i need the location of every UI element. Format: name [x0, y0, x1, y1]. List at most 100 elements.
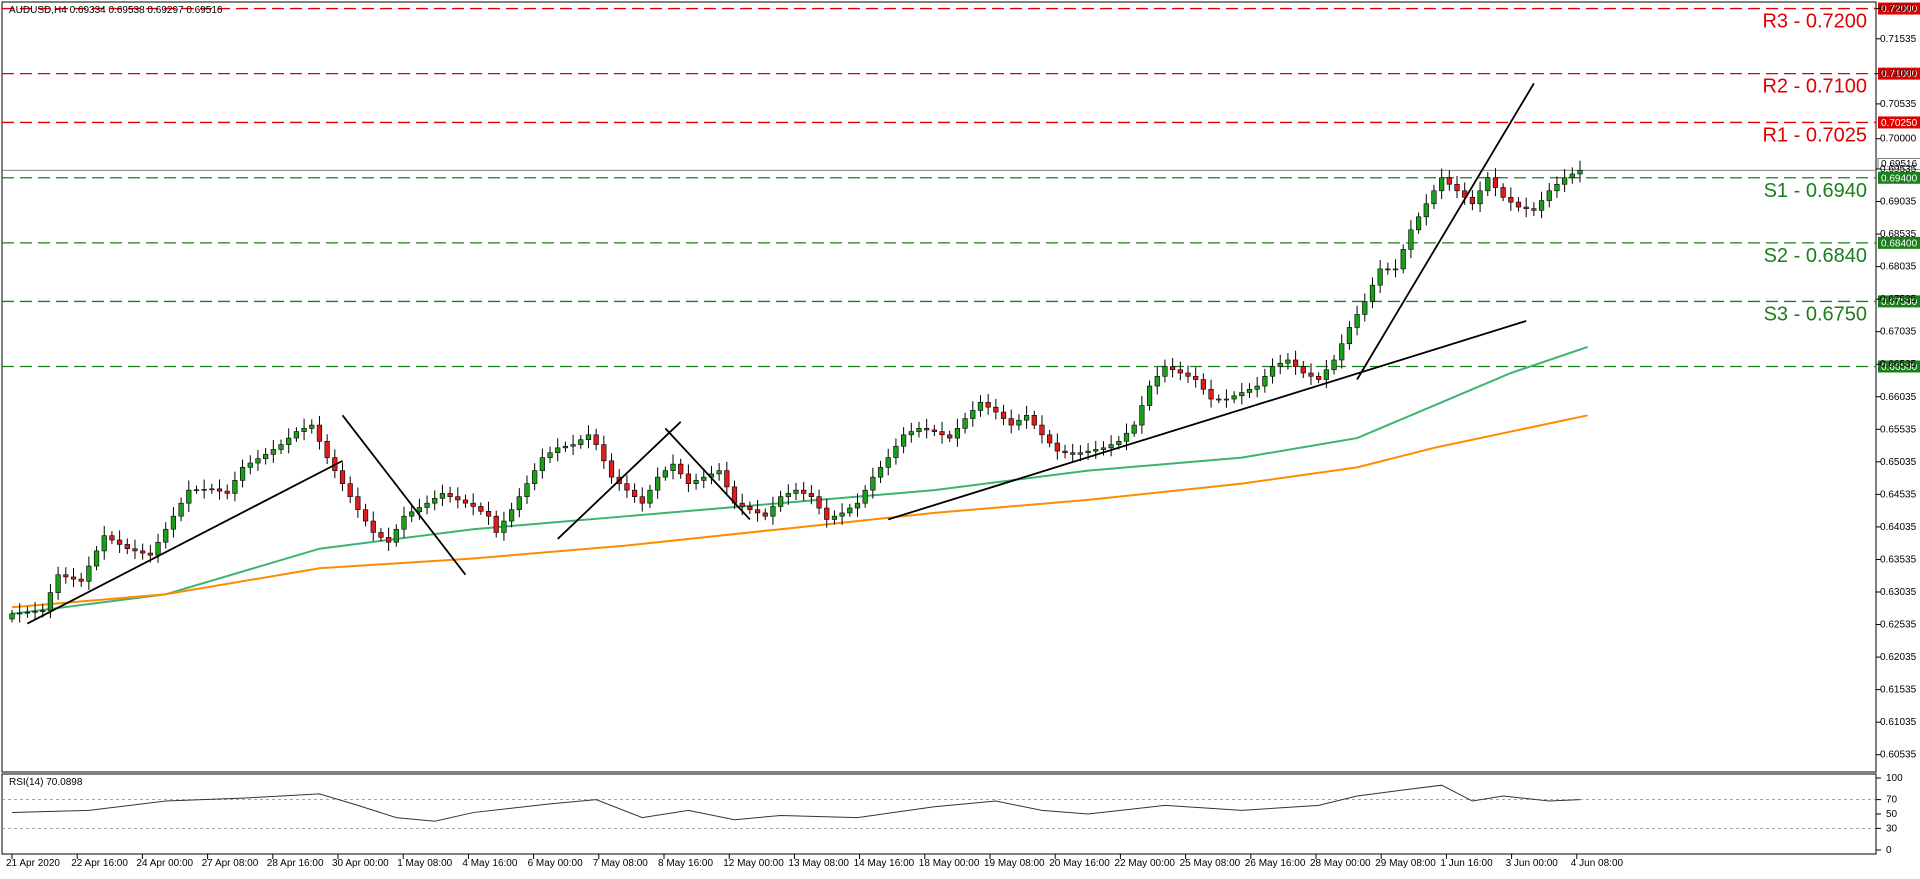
rsi-tick-label: 0: [1886, 845, 1892, 856]
y-tick-label: 0.63535: [1880, 554, 1917, 565]
candle-body: [1208, 388, 1214, 400]
rsi-header-label: RSI(14) 70.0898: [9, 777, 83, 788]
candle-body: [339, 470, 346, 484]
candle-body: [532, 470, 538, 484]
candle-body: [970, 410, 976, 419]
level-label: R3 - 0.7200: [1762, 11, 1867, 33]
candle-body: [478, 506, 484, 512]
candle-body: [193, 489, 200, 492]
candle-body: [1577, 169, 1583, 175]
candle-body: [462, 499, 469, 504]
x-tick-label: 1 May 08:00: [397, 858, 452, 869]
candle-body: [1316, 375, 1322, 380]
candle-body: [854, 502, 861, 509]
candle-body: [1000, 411, 1007, 419]
level-price-tag-text: 0.69400: [1881, 173, 1918, 184]
candle-body: [647, 489, 653, 504]
candle-body: [578, 439, 584, 445]
candle-body: [824, 507, 830, 520]
y-tick-label: 0.64535: [1880, 489, 1917, 500]
x-tick-label: 22 May 00:00: [1114, 858, 1175, 869]
candle-body: [1431, 190, 1437, 205]
candle-body: [1223, 398, 1230, 401]
y-tick-label: 0.66535: [1880, 359, 1917, 370]
level-label: S1 - 0.6940: [1764, 180, 1867, 202]
level-label: R1 - 0.7025: [1762, 124, 1867, 146]
candle-body: [509, 509, 515, 522]
candle-body: [1293, 359, 1299, 367]
candle-body: [170, 515, 177, 530]
y-tick-label: 0.68035: [1880, 262, 1917, 273]
candle-body: [1415, 216, 1422, 231]
candle-body: [516, 496, 522, 510]
candle-body: [409, 511, 415, 517]
candle-body: [1492, 177, 1499, 188]
candle-body: [70, 576, 77, 580]
x-tick-label: 4 Jun 08:00: [1571, 858, 1624, 869]
candle-body: [140, 550, 146, 554]
candle-body: [86, 565, 92, 582]
candle-body: [839, 512, 845, 517]
x-tick-label: 20 May 16:00: [1049, 858, 1110, 869]
candle-body: [685, 473, 691, 484]
x-tick-label: 18 May 00:00: [919, 858, 980, 869]
candle-body: [432, 497, 438, 504]
level-price-tag: [1878, 67, 1920, 80]
candle-body: [501, 520, 507, 533]
candle-body: [1093, 449, 1099, 452]
candle-body: [1154, 375, 1160, 387]
candle-body: [1200, 379, 1206, 390]
x-tick-label: 13 May 08:00: [788, 858, 849, 869]
candle-body: [1231, 395, 1237, 400]
level-price-tag: [1878, 2, 1920, 15]
candle-body: [962, 418, 968, 429]
candle-body: [801, 489, 807, 494]
candle-body: [55, 574, 61, 593]
candle-body: [831, 515, 838, 520]
candle-body: [1116, 441, 1122, 445]
candle-body: [954, 428, 961, 439]
candle-body: [1131, 424, 1137, 434]
candle-body: [754, 509, 761, 514]
candle-body: [1269, 366, 1276, 377]
candle-body: [747, 506, 753, 510]
candle-body: [132, 548, 138, 552]
candle-body: [808, 493, 814, 497]
candle-body: [1485, 177, 1491, 192]
candle-body: [201, 488, 207, 491]
candle-body: [278, 444, 284, 450]
candle-body: [1385, 268, 1391, 271]
level-price-tag-text: 0.72000: [1881, 4, 1918, 15]
candle-body: [186, 489, 192, 504]
candle-body: [1062, 450, 1068, 454]
candle-body: [608, 460, 615, 478]
x-tick-label: 22 Apr 16:00: [71, 858, 128, 869]
x-tick-label: 8 May 16:00: [658, 858, 713, 869]
candle-body: [624, 483, 630, 491]
candle-body: [1193, 375, 1199, 380]
candle-body: [263, 454, 269, 459]
candle-body: [270, 449, 276, 455]
x-tick-label: 19 May 08:00: [984, 858, 1045, 869]
candle-body: [1246, 388, 1253, 393]
candle-body: [1454, 183, 1460, 192]
candle-body: [1377, 268, 1383, 286]
candle-body: [1400, 249, 1406, 270]
candle-body: [1331, 359, 1337, 371]
candle-body: [1500, 187, 1506, 198]
candle-body: [17, 612, 23, 615]
x-tick-label: 1 Jun 16:00: [1440, 858, 1493, 869]
candle-body: [1254, 385, 1260, 390]
candle-body: [662, 470, 668, 478]
level-price-tag-text: 0.70250: [1881, 118, 1918, 129]
candle-body: [24, 611, 30, 614]
candle-body: [78, 578, 84, 582]
candle-body: [678, 463, 684, 475]
candle-body: [309, 424, 315, 429]
candle-body: [1146, 385, 1153, 406]
candle-body: [1477, 190, 1483, 205]
candle-body: [701, 476, 707, 481]
candle-body: [1108, 444, 1114, 449]
candle-body: [1216, 398, 1222, 401]
candle-body: [993, 406, 999, 413]
